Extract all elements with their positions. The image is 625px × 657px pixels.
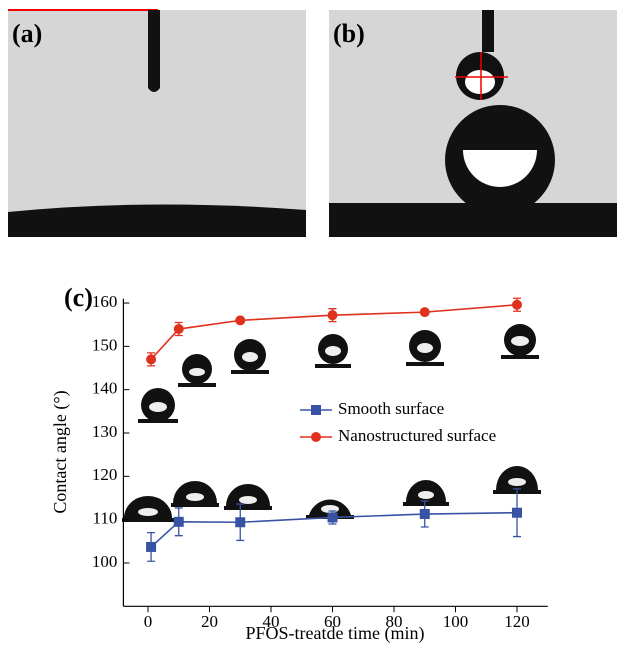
legend-label: Smooth surface [338, 399, 444, 418]
substrate [8, 204, 306, 237]
marker [327, 512, 338, 523]
marker [173, 324, 184, 335]
y-tick-label: 160 [92, 292, 118, 311]
x-tick-label: 0 [144, 612, 153, 631]
x-tick-label: 20 [201, 612, 218, 631]
marker [235, 517, 246, 528]
x-tick-label: 120 [504, 612, 530, 631]
droplet-highlight [463, 150, 537, 187]
needle [482, 10, 494, 52]
series-line [150, 303, 518, 360]
marker [146, 541, 157, 552]
marker [146, 354, 157, 365]
x-tick-label: 80 [386, 612, 403, 631]
needle [148, 10, 160, 92]
x-tick-label: 100 [443, 612, 469, 631]
y-tick-label: 120 [92, 465, 118, 484]
x-tick-label: 40 [263, 612, 280, 631]
marker [512, 299, 522, 310]
x-tick-label: 60 [324, 612, 341, 631]
marker [419, 509, 430, 520]
legend-label: Nanostructured surface [338, 426, 496, 445]
marker [327, 310, 338, 321]
panel-label: (c) [64, 283, 93, 312]
y-tick-label: 100 [92, 552, 118, 571]
panel-label: (a) [12, 19, 42, 48]
y-tick-label: 130 [92, 422, 118, 441]
legend-marker [311, 405, 321, 415]
panel-label: (b) [333, 19, 365, 48]
droplet-insets [122, 324, 541, 522]
marker [512, 507, 522, 518]
substrate [329, 203, 617, 237]
y-tick-label: 150 [92, 335, 118, 354]
marker [235, 315, 246, 326]
legend-marker [311, 432, 321, 442]
marker [419, 307, 430, 318]
y-tick-label: 140 [92, 379, 118, 398]
y-tick-label: 110 [93, 509, 118, 528]
droplet-highlight [465, 70, 495, 94]
y-axis-label: Contact angle (°) [50, 390, 71, 513]
x-axis-label: PFOS-treatde time (min) [246, 623, 425, 644]
marker [173, 516, 184, 527]
